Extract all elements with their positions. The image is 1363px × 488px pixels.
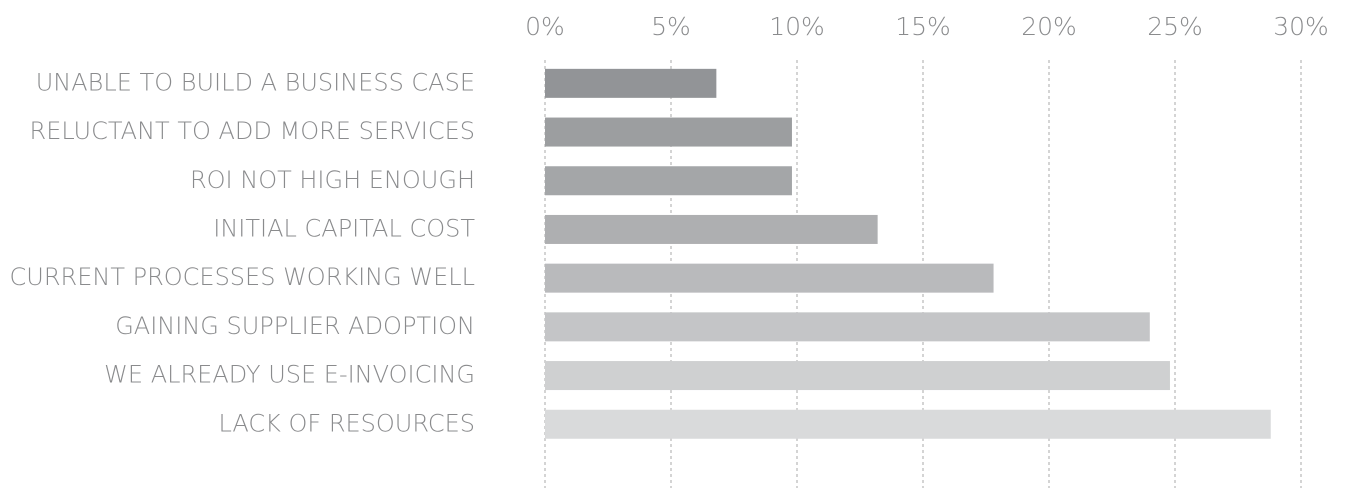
x-tick-label: 15% [895, 12, 951, 41]
bar [545, 409, 1271, 439]
category-label: CURRENT PROCESSES WORKING WELL [10, 263, 475, 291]
category-label: UNABLE TO BUILD A BUSINESS CASE [36, 68, 475, 96]
x-tick-label: 10% [769, 12, 825, 41]
bar [545, 214, 878, 244]
x-tick-label: 20% [1021, 12, 1077, 41]
bar [545, 68, 717, 98]
category-label: LACK OF RESOURCES [218, 409, 475, 437]
bar [545, 263, 994, 293]
category-label: RELUCTANT TO ADD MORE SERVICES [30, 117, 475, 145]
category-label: INITIAL CAPITAL COST [213, 214, 475, 242]
bar [545, 361, 1170, 391]
category-label: WE ALREADY USE E-INVOICING [104, 361, 475, 389]
bar [545, 312, 1150, 342]
category-label: ROI NOT HIGH ENOUGH [190, 166, 475, 194]
bar [545, 117, 792, 147]
x-tick-label: 0% [525, 12, 565, 41]
x-tick-label: 30% [1273, 12, 1329, 41]
category-label: GAINING SUPPLIER ADOPTION [115, 312, 475, 340]
x-tick-label: 5% [651, 12, 691, 41]
bar [545, 166, 792, 196]
x-tick-label: 25% [1147, 12, 1203, 41]
